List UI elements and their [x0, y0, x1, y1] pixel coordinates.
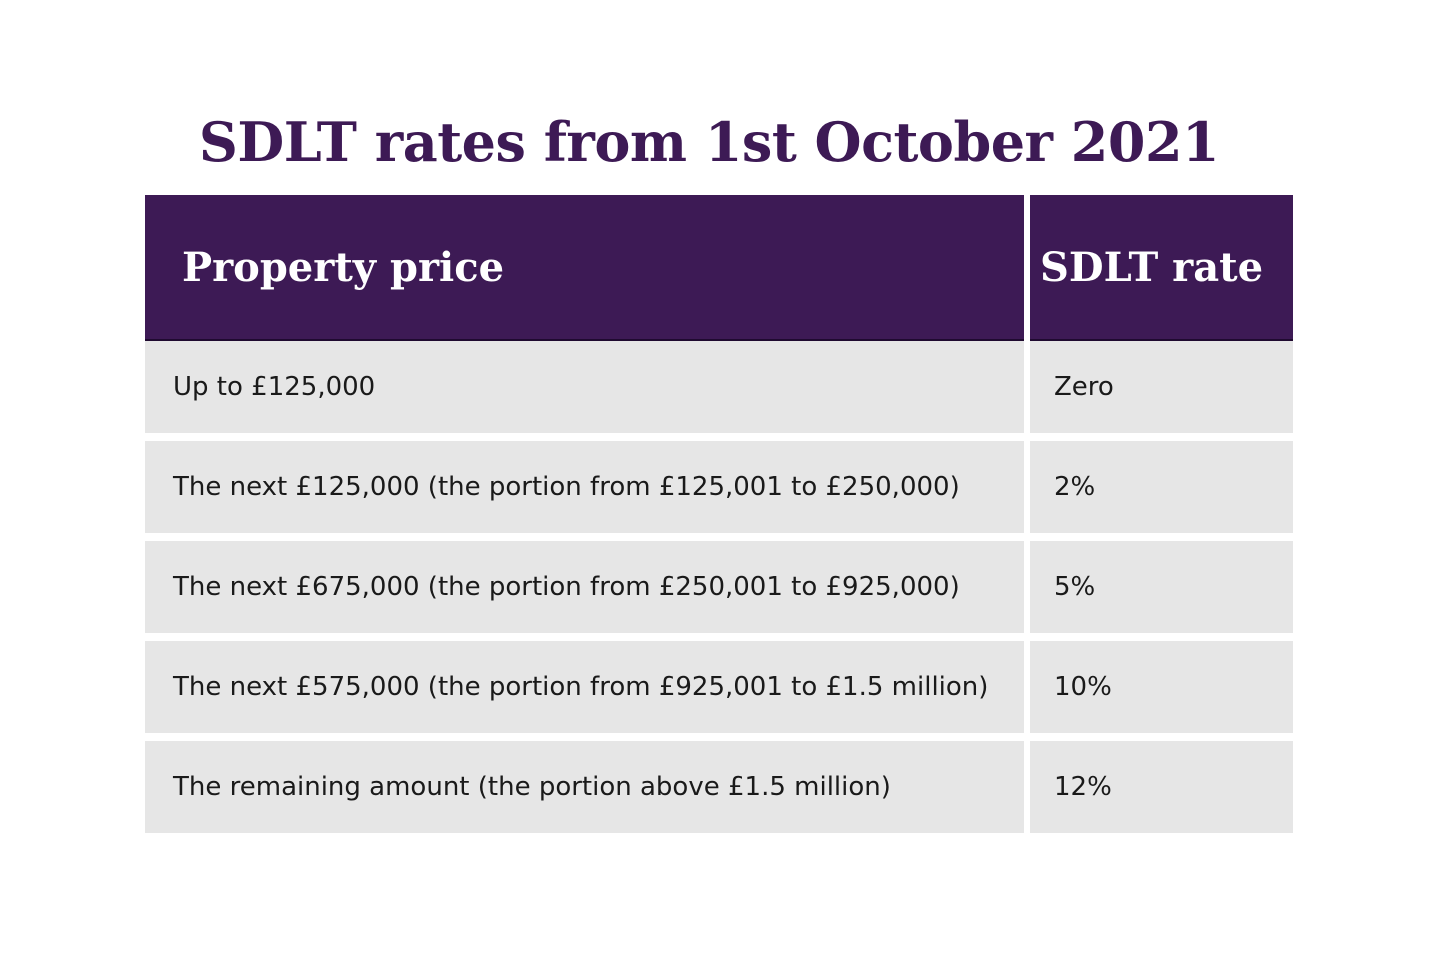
page-title: SDLT rates from 1st October 2021 [198, 110, 1220, 174]
table-row-rate: 5% [1030, 541, 1293, 633]
column-header-sdlt-rate: SDLT rate [1030, 195, 1293, 341]
sdlt-rates-table: Property price SDLT rate Up to £125,000 … [145, 195, 1293, 841]
table-row-rate: 2% [1030, 441, 1293, 533]
column-header-property-price: Property price [145, 195, 1024, 341]
table-row-rate: 10% [1030, 641, 1293, 733]
table-row-price: Up to £125,000 [145, 341, 1024, 433]
table-row-price: The next £575,000 (the portion from £925… [145, 641, 1024, 733]
table-row-price: The next £125,000 (the portion from £125… [145, 441, 1024, 533]
table-row-price: The remaining amount (the portion above … [145, 741, 1024, 833]
table-row-rate: 12% [1030, 741, 1293, 833]
table-row-rate: Zero [1030, 341, 1293, 433]
table-row-price: The next £675,000 (the portion from £250… [145, 541, 1024, 633]
